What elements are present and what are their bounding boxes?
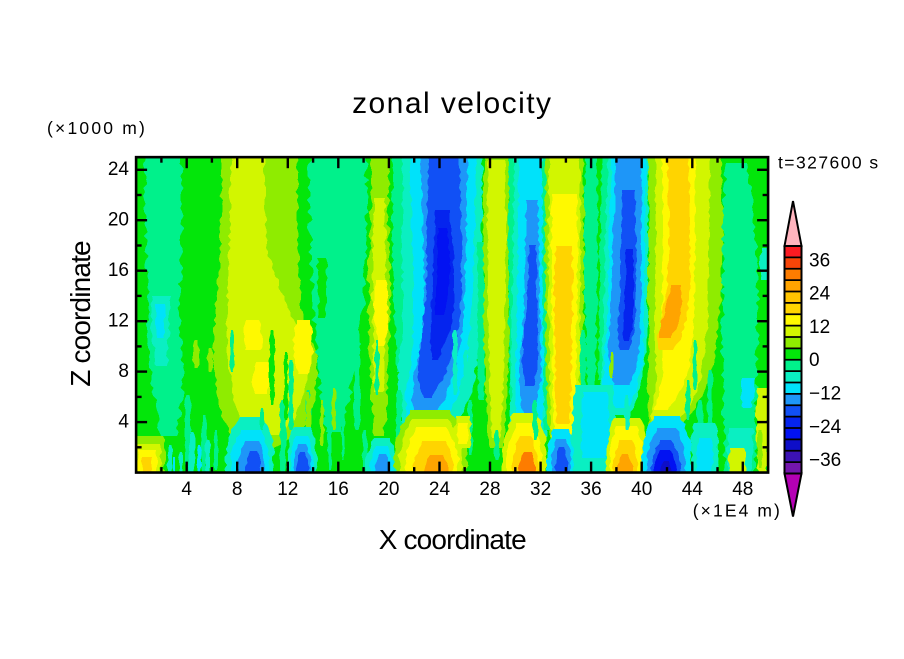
- svg-text:−24: −24: [809, 417, 842, 438]
- svg-text:16: 16: [328, 479, 349, 500]
- svg-text:12: 12: [809, 317, 830, 338]
- svg-text:12: 12: [108, 311, 129, 332]
- svg-text:X coordinate: X coordinate: [379, 524, 526, 555]
- svg-text:48: 48: [732, 479, 753, 500]
- svg-text:24: 24: [429, 479, 451, 500]
- svg-text:0: 0: [809, 350, 820, 371]
- svg-text:4: 4: [118, 411, 129, 432]
- svg-text:Z coordinate: Z coordinate: [65, 241, 96, 387]
- svg-text:40: 40: [631, 479, 652, 500]
- svg-text:28: 28: [479, 479, 500, 500]
- svg-text:4: 4: [181, 479, 192, 500]
- svg-text:(×1E4 m): (×1E4 m): [693, 501, 782, 521]
- svg-text:32: 32: [530, 479, 551, 500]
- svg-text:8: 8: [232, 479, 243, 500]
- svg-text:−12: −12: [809, 384, 841, 405]
- svg-text:36: 36: [581, 479, 602, 500]
- svg-text:zonal velocity: zonal velocity: [352, 87, 552, 120]
- svg-text:16: 16: [108, 260, 129, 281]
- svg-text:(×1000 m): (×1000 m): [47, 118, 147, 138]
- svg-text:24: 24: [108, 159, 130, 180]
- svg-text:20: 20: [108, 210, 129, 231]
- svg-text:t=327600 s: t=327600 s: [778, 153, 880, 173]
- svg-text:20: 20: [378, 479, 399, 500]
- svg-text:24: 24: [809, 284, 831, 305]
- svg-text:36: 36: [809, 250, 830, 271]
- svg-text:12: 12: [277, 479, 298, 500]
- svg-text:8: 8: [118, 361, 129, 382]
- svg-text:−36: −36: [809, 450, 841, 471]
- svg-text:44: 44: [682, 479, 704, 500]
